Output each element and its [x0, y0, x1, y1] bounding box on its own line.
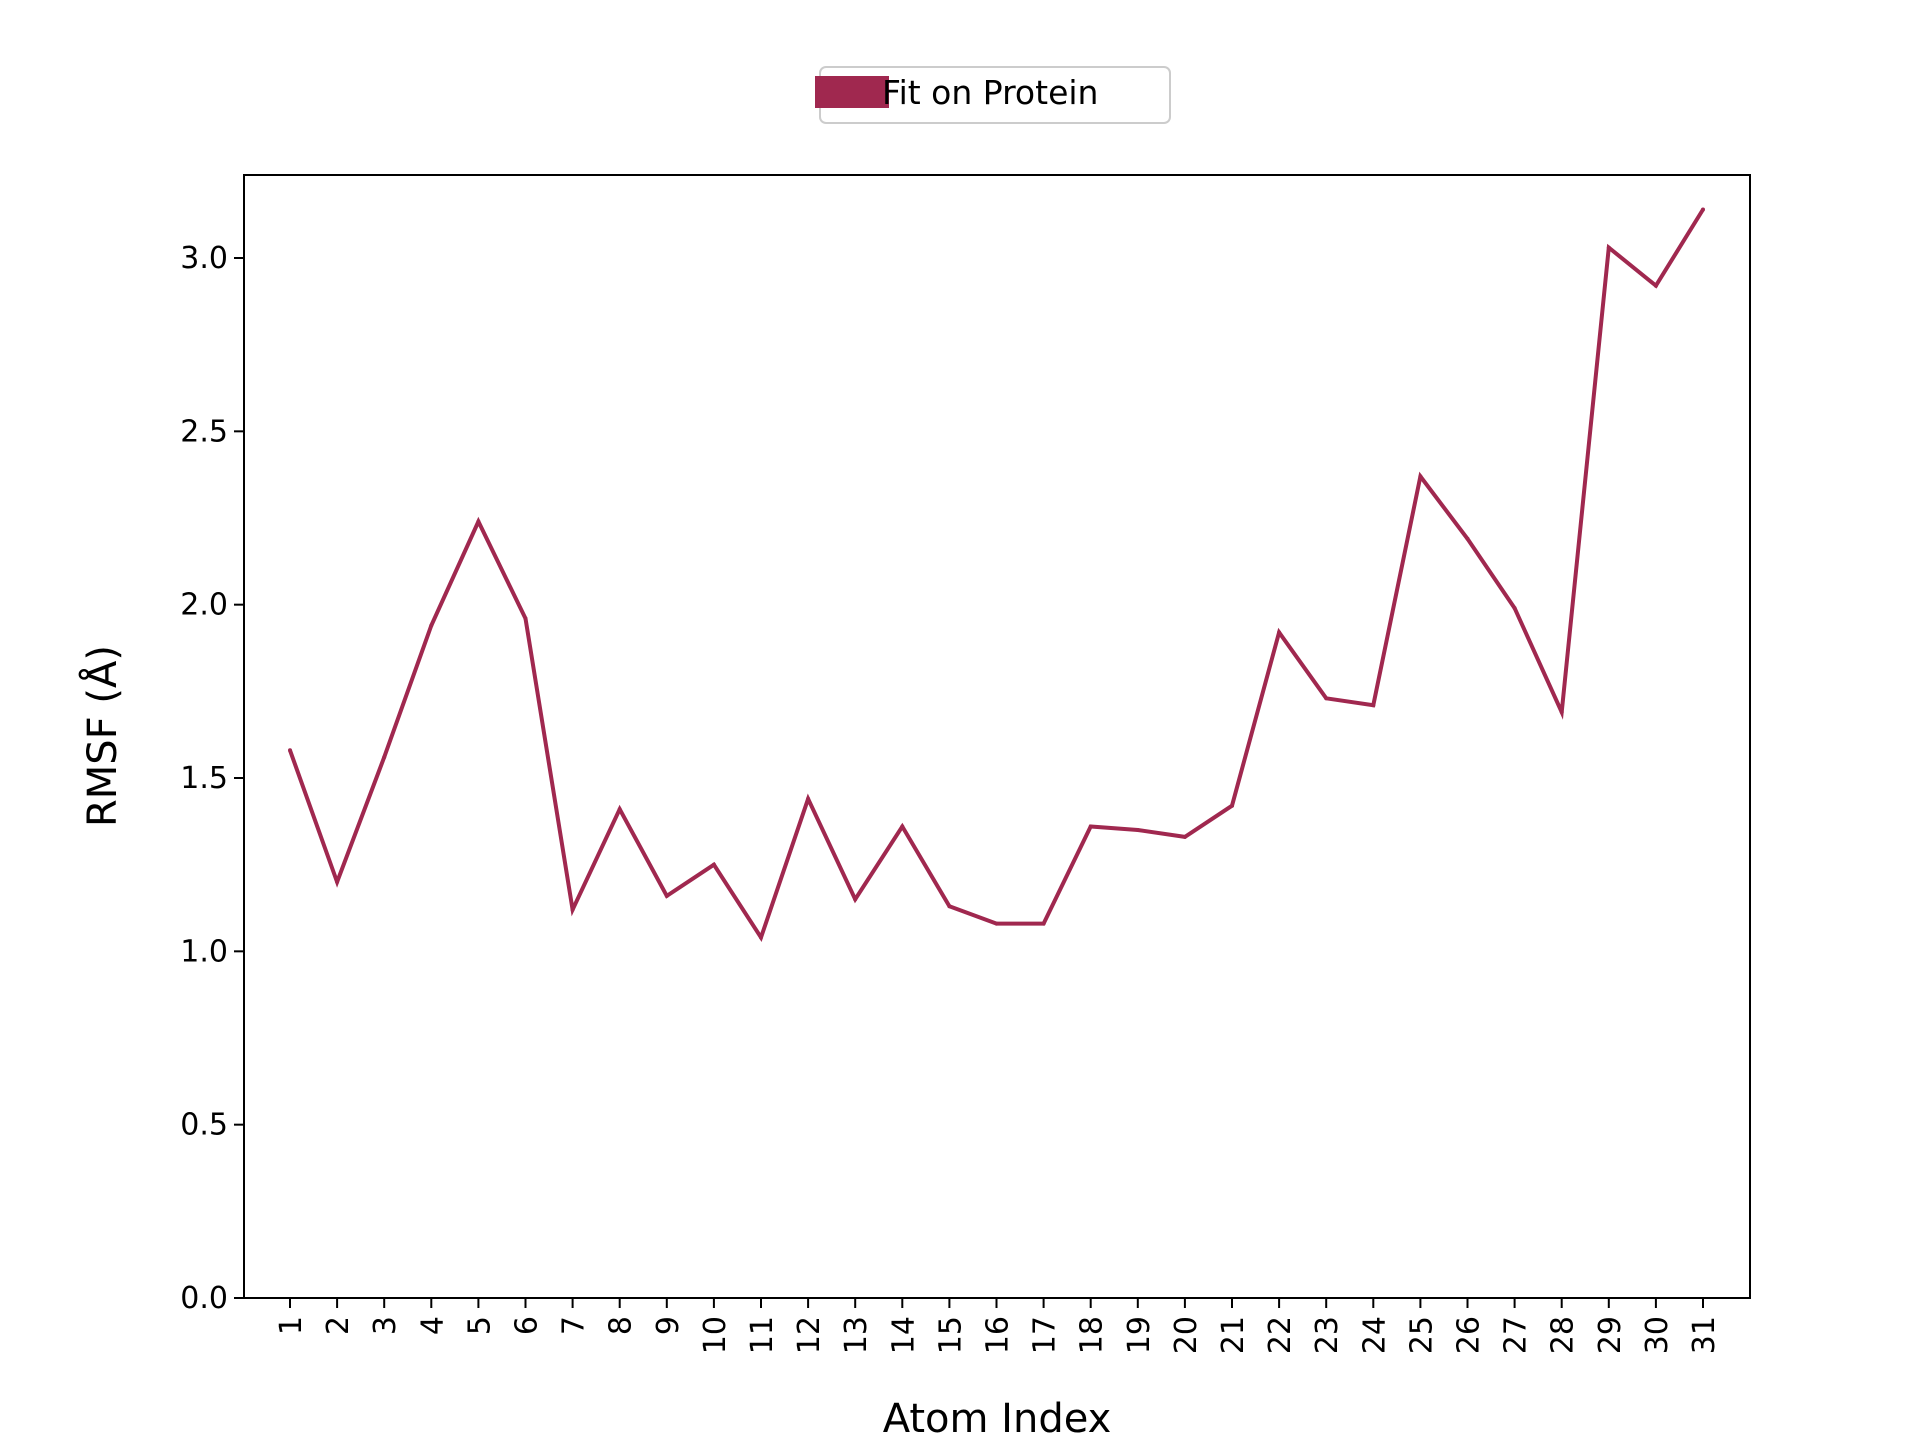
x-tick-label: 19 — [1122, 1316, 1157, 1354]
x-tick-label: 18 — [1075, 1316, 1110, 1354]
x-tick-label: 24 — [1357, 1316, 1392, 1354]
data-point — [1135, 828, 1140, 832]
x-tick-label: 17 — [1028, 1316, 1063, 1354]
y-tick-label: 2.5 — [180, 414, 228, 449]
y-axis: 0.0 0.5 1.0 1.5 2.0 2.5 3.0 — [180, 241, 244, 1316]
series-layer — [288, 207, 1705, 943]
series-line-0 — [288, 208, 1705, 943]
data-point — [1371, 703, 1376, 708]
y-tick-label: 0.0 — [180, 1281, 228, 1316]
x-tick-label: 21 — [1216, 1316, 1251, 1354]
x-tick-label: 25 — [1404, 1316, 1439, 1354]
x-tick-label: 31 — [1687, 1316, 1722, 1354]
data-point — [476, 519, 481, 524]
x-tick-label: 29 — [1593, 1316, 1628, 1354]
x-tick-label: 8 — [604, 1316, 639, 1335]
data-point — [900, 824, 905, 829]
x-tick-label: 13 — [839, 1316, 874, 1354]
x-tick-label: 30 — [1640, 1316, 1675, 1354]
data-point — [429, 623, 434, 628]
x-tick-label: 11 — [745, 1316, 780, 1354]
x-tick-label: 10 — [698, 1316, 733, 1354]
y-tick-label: 2.0 — [180, 588, 228, 623]
data-point — [1324, 696, 1329, 701]
data-point — [1418, 474, 1423, 479]
data-point — [994, 921, 999, 926]
data-point — [1182, 834, 1187, 839]
x-tick-label: 16 — [981, 1316, 1016, 1354]
legend-label: Fit on Protein — [882, 73, 1098, 112]
data-point — [711, 862, 716, 867]
data-point — [806, 796, 811, 801]
x-tick-label: 5 — [462, 1316, 497, 1335]
x-tick-label: 22 — [1263, 1316, 1298, 1354]
data-point — [1088, 824, 1093, 829]
data-point — [1465, 536, 1470, 541]
data-point — [382, 755, 387, 760]
data-point — [617, 807, 622, 812]
x-tick-label: 23 — [1310, 1316, 1345, 1354]
x-tick-label: 3 — [368, 1316, 403, 1335]
data-point — [1230, 803, 1234, 808]
x-tick-label: 27 — [1499, 1316, 1534, 1354]
data-point — [664, 893, 669, 898]
x-tick-label: 2 — [321, 1316, 356, 1335]
data-point — [853, 897, 858, 902]
x-tick-label: 28 — [1546, 1316, 1581, 1354]
y-tick-label: 1.5 — [180, 761, 228, 796]
legend-swatch — [815, 76, 889, 108]
y-axis-title: RMSF (Å) — [78, 645, 126, 827]
data-point — [1559, 710, 1564, 715]
x-axis: 1 2 3 4 5 6 7 8 9 10 11 12 13 14 15 16 17 18 19 20 21 22 23 24 2… — [274, 1298, 1722, 1354]
data-point — [288, 748, 292, 753]
data-point — [570, 907, 575, 912]
x-tick-label: 7 — [557, 1316, 592, 1335]
x-axis-title: Atom Index — [883, 1396, 1112, 1440]
x-tick-label: 1 — [274, 1316, 309, 1335]
data-point — [1653, 283, 1658, 288]
data-point — [523, 616, 528, 621]
data-point — [1041, 921, 1046, 926]
x-tick-label: 14 — [886, 1316, 921, 1354]
data-point — [1277, 630, 1282, 635]
data-point — [1701, 207, 1705, 212]
x-tick-label: 9 — [651, 1316, 686, 1335]
data-point — [759, 935, 763, 940]
data-point — [1606, 245, 1611, 250]
plot-frame — [243, 174, 1751, 1299]
x-tick-label: 26 — [1452, 1316, 1487, 1354]
legend: Fit on Protein — [815, 66, 1171, 124]
data-point — [1512, 606, 1517, 611]
y-tick-label: 3.0 — [180, 241, 228, 276]
x-tick-label: 15 — [933, 1316, 968, 1354]
y-tick-label: 1.0 — [180, 934, 228, 969]
x-tick-label: 4 — [415, 1316, 450, 1335]
x-tick-label: 12 — [792, 1316, 827, 1354]
x-tick-label: 20 — [1169, 1316, 1204, 1354]
data-point — [335, 880, 340, 884]
y-tick-label: 0.5 — [180, 1108, 228, 1143]
data-point — [947, 904, 952, 909]
x-tick-label: 6 — [510, 1316, 545, 1335]
